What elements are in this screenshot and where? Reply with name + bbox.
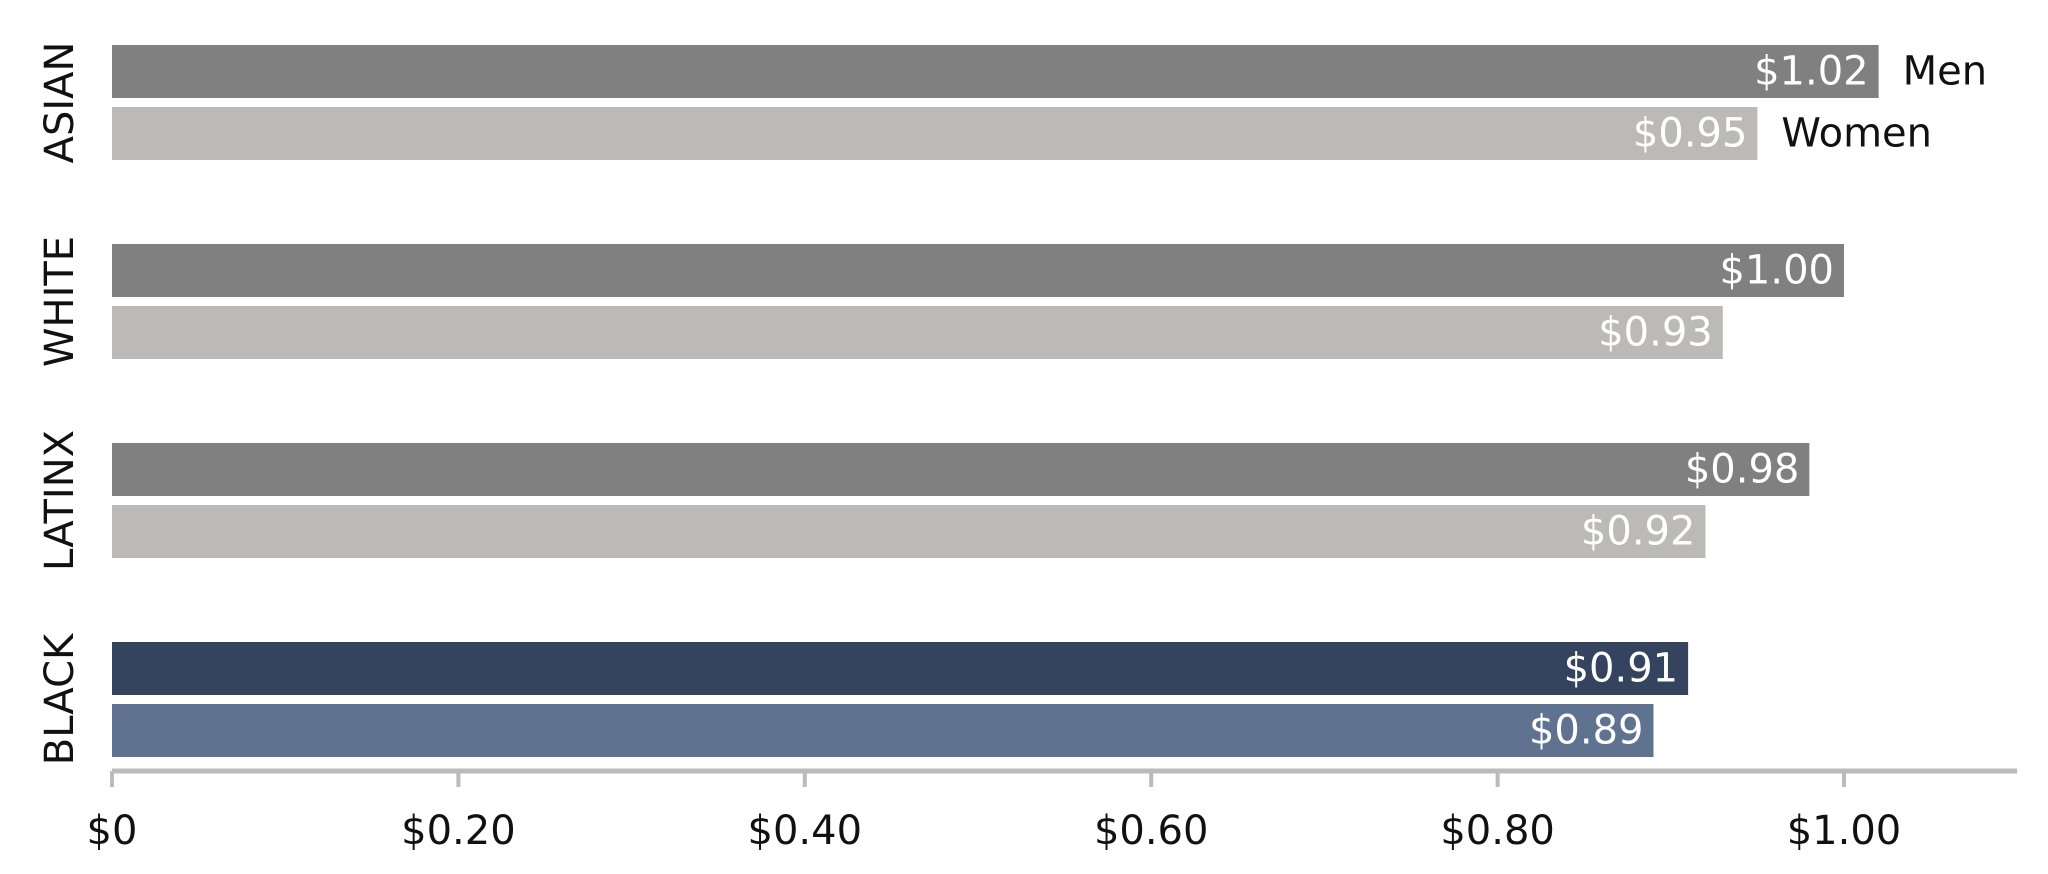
- value-label: $0.92: [1581, 509, 1696, 555]
- bar: [112, 107, 1758, 160]
- bar: [112, 45, 1879, 98]
- value-label: $0.93: [1598, 310, 1713, 356]
- bar: [112, 306, 1723, 359]
- value-label: $1.00: [1719, 248, 1834, 294]
- category-label: WHITE: [37, 236, 83, 367]
- category-label: BLACK: [37, 632, 83, 765]
- value-label: $0.98: [1685, 447, 1800, 493]
- category-label: LATINX: [37, 430, 83, 571]
- x-tick-label: $0.20: [401, 808, 516, 854]
- bar: [112, 443, 1810, 496]
- bar: [112, 505, 1706, 558]
- x-tick-label: $0.60: [1094, 808, 1209, 854]
- bar: [112, 244, 1844, 297]
- x-tick-label: $0.80: [1440, 808, 1555, 854]
- value-label: $0.95: [1633, 111, 1748, 157]
- x-tick-label: $0: [87, 808, 138, 854]
- legend-label: Men: [1903, 49, 1987, 95]
- x-tick-label: $0.40: [748, 808, 863, 854]
- category-label: ASIAN: [37, 42, 83, 164]
- bar: [112, 642, 1689, 695]
- value-label: $1.02: [1754, 49, 1869, 95]
- bar: [112, 704, 1654, 757]
- legend-label: Women: [1781, 111, 1932, 157]
- value-label: $0.91: [1564, 646, 1679, 692]
- value-label: $0.89: [1529, 708, 1644, 754]
- x-tick-label: $1.00: [1787, 808, 1902, 854]
